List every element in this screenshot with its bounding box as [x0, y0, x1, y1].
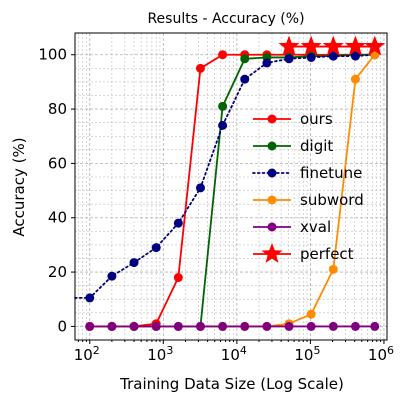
- chart-title: Results - Accuracy (%): [147, 11, 304, 27]
- legend-label: subword: [300, 191, 364, 209]
- data-point-finetune: [151, 243, 161, 253]
- data-point-perfect: [278, 35, 300, 56]
- data-point-subword: [328, 264, 338, 274]
- data-point-xval: [284, 321, 294, 331]
- data-point-subword: [306, 309, 316, 319]
- y-tick-label: 100: [38, 46, 67, 64]
- legend-item-finetune: finetune: [252, 164, 362, 182]
- y-tick-label: 80: [48, 100, 67, 118]
- data-point-finetune: [350, 51, 360, 61]
- legend-item-xval: xval: [253, 218, 331, 236]
- legend-swatch-marker: [267, 168, 277, 178]
- legend-item-perfect: perfect: [253, 243, 354, 263]
- data-point-perfect: [322, 35, 344, 56]
- data-point-finetune: [129, 258, 139, 268]
- data-point-xval: [240, 321, 250, 331]
- legend-label: xval: [300, 218, 331, 236]
- data-point-xval: [262, 321, 272, 331]
- data-point-finetune: [173, 218, 183, 228]
- series-finetune: [74, 50, 380, 303]
- x-tick-label: 105: [294, 344, 320, 364]
- data-point-perfect: [344, 35, 366, 56]
- legend-swatch-marker: [261, 243, 283, 263]
- data-point-xval: [129, 321, 139, 331]
- y-tick-label: 20: [48, 263, 67, 281]
- data-point-ours: [218, 50, 228, 60]
- legend-label: perfect: [300, 245, 354, 263]
- data-point-xval: [195, 321, 205, 331]
- legend-label: finetune: [300, 164, 362, 182]
- legend-swatch-marker: [267, 141, 277, 151]
- x-tick-label: 106: [368, 344, 394, 364]
- data-point-ours: [173, 273, 183, 283]
- axis-ticks: 102 103 104 105 106 0 20 40 60 80 100: [38, 46, 394, 364]
- data-point-xval: [350, 321, 360, 331]
- y-tick-label: 60: [48, 154, 67, 172]
- data-point-finetune: [262, 58, 272, 68]
- data-point-xval: [218, 321, 228, 331]
- x-tick-label: 102: [74, 344, 100, 364]
- x-tick-label: 104: [221, 344, 247, 364]
- data-point-finetune: [306, 52, 316, 62]
- y-axis-label: Accuracy (%): [10, 137, 28, 236]
- legend-swatch-marker: [267, 195, 277, 205]
- data-point-digit: [218, 101, 228, 111]
- x-axis-label: Training Data Size (Log Scale): [119, 375, 344, 393]
- data-point-perfect: [300, 35, 322, 56]
- y-tick-label: 0: [57, 317, 67, 335]
- data-point-perfect: [364, 35, 386, 56]
- legend-item-digit: digit: [253, 137, 333, 155]
- y-tick-label: 40: [48, 209, 67, 227]
- data-point-xval: [107, 321, 117, 331]
- legend-swatch-marker: [267, 222, 277, 232]
- legend-item-subword: subword: [253, 191, 364, 209]
- data-point-ours: [195, 63, 205, 73]
- data-point-xval: [173, 321, 183, 331]
- legend-item-ours: ours: [253, 110, 333, 128]
- data-point-finetune: [218, 120, 228, 130]
- legend: ours digit finetune subword xval perfect: [252, 110, 364, 263]
- data-point-finetune: [195, 183, 205, 193]
- grid: [75, 33, 387, 340]
- data-point-finetune: [85, 293, 95, 303]
- data-point-xval: [306, 321, 316, 331]
- legend-label: ours: [300, 110, 333, 128]
- data-point-xval: [151, 321, 161, 331]
- data-point-xval: [85, 321, 95, 331]
- data-point-digit: [240, 54, 250, 64]
- data-point-finetune: [107, 271, 117, 281]
- data-point-xval: [328, 321, 338, 331]
- data-point-finetune: [284, 54, 294, 64]
- data-point-subword: [350, 74, 360, 84]
- data-point-xval: [370, 321, 380, 331]
- legend-label: digit: [300, 137, 333, 155]
- data-point-finetune: [328, 51, 338, 61]
- x-tick-label: 103: [147, 344, 173, 364]
- plot-series: [74, 35, 386, 331]
- series-perfect: [278, 35, 386, 56]
- legend-swatch-marker: [267, 114, 277, 124]
- series-xval: [85, 321, 380, 331]
- data-point-finetune: [240, 74, 250, 84]
- plot-frame: [74, 32, 388, 341]
